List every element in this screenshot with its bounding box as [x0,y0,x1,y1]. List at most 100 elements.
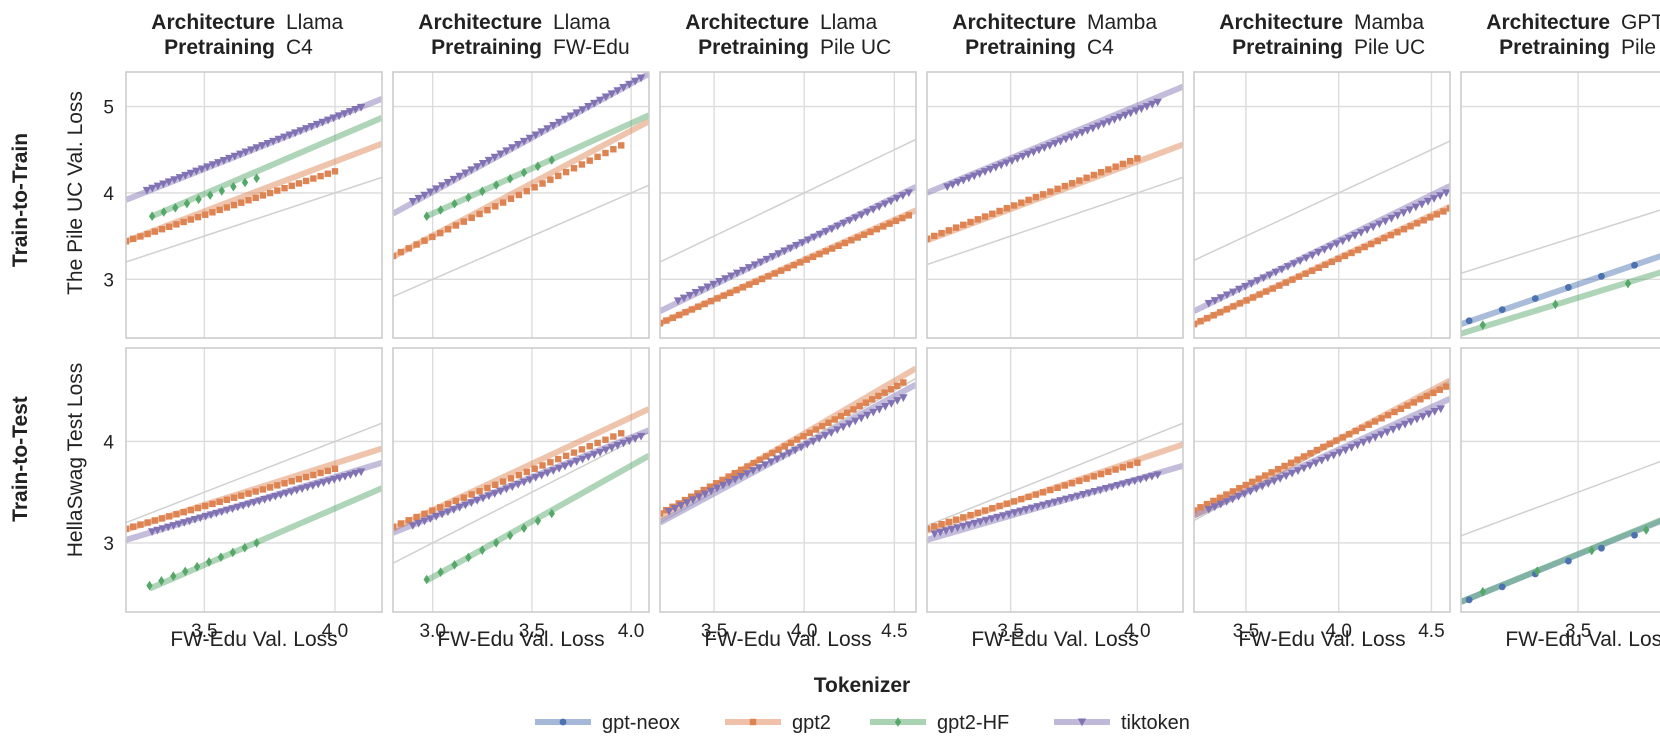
data-point-gpt2-HF [1588,545,1595,556]
data-point-tiktoken [265,494,275,503]
data-point-gpt2 [610,146,617,153]
data-point-gpt2 [1097,470,1105,478]
data-point-tiktoken [1235,285,1244,294]
data-point-tiktoken [1115,113,1125,122]
data-point-tiktoken [1281,472,1291,481]
data-point-tiktoken [356,103,366,112]
data-point-gpt2 [1083,174,1090,181]
data-point-tiktoken [1039,501,1048,510]
data-point-gpt2 [570,449,578,456]
data-point-tiktoken [1430,408,1439,416]
data-point-tiktoken [484,156,494,165]
data-point-tiktoken [1275,475,1285,483]
data-point-gpt2 [331,465,339,473]
data-point-tiktoken [1338,237,1347,246]
data-point-tiktoken [1375,220,1384,229]
data-point-gpt2 [1294,456,1301,463]
data-point-gpt2 [752,278,759,285]
data-point-tiktoken [899,394,908,402]
data-point-tiktoken [219,157,228,165]
data-point-gpt2 [1302,270,1309,277]
data-point-tiktoken [875,203,884,211]
data-point-gpt2 [1407,223,1414,230]
data-point-gpt2 [765,273,772,280]
data-point-tiktoken [1359,438,1368,447]
data-point-tiktoken [1061,135,1071,144]
data-point-tiktoken [947,525,956,534]
data-point-tiktoken [607,444,617,452]
panel-frame [926,71,1184,339]
data-point-tiktoken [930,530,939,539]
data-point-tiktoken [414,519,423,528]
data-point-tiktoken [1101,485,1111,493]
data-point-gpt2 [209,500,216,508]
data-point-tiktoken [1246,487,1255,496]
data-point-tiktoken [827,429,836,437]
data-point-tiktoken [222,506,232,515]
data-point-tiktoken [815,435,824,443]
data-point-tiktoken [330,476,339,484]
facet-pretraining-value: C4 [286,36,313,59]
data-point-tiktoken [1088,124,1098,133]
data-point-tiktoken [208,161,218,170]
data-point-gpt2 [938,520,945,528]
data-point-gpt2 [886,220,893,227]
data-point-tiktoken [217,508,226,517]
panel-frame [1460,71,1660,339]
data-point-tiktoken [607,90,617,99]
data-point-tiktoken [1110,116,1119,124]
data-point-gpt2 [230,201,238,209]
data-point-gpt2 [126,525,130,532]
data-point-gpt2 [1381,234,1388,242]
data-point-tiktoken [750,261,760,270]
data-point-tiktoken [1326,243,1335,251]
data-point-tiktoken [285,131,294,140]
data-point-tiktoken [578,455,587,464]
data-point-gpt2 [1061,482,1069,489]
data-point-gpt2 [694,490,701,497]
data-point-gpt2-HF [160,207,167,217]
data-point-gpt2 [1105,166,1112,173]
data-point-gpt2 [927,525,931,532]
data-point-gpt2 [867,228,874,236]
data-point-tiktoken [1018,152,1027,161]
data-point-gpt2 [831,416,838,423]
data-point-tiktoken [318,118,327,127]
data-point-gpt2 [594,439,601,447]
panel: 3.5 4.0 4.5 [1193,347,1451,642]
data-point-gpt2 [523,468,530,476]
data-point-gpt2-HF [548,508,555,519]
data-point-gpt2 [1097,169,1105,176]
data-point-tiktoken [196,514,205,523]
data-point-tiktoken [1293,467,1303,475]
data-point-gpt2 [1341,252,1349,260]
data-point-tiktoken [1350,231,1360,240]
data-point-tiktoken [981,516,991,525]
data-point-tiktoken [274,135,283,144]
data-point-tiktoken [572,458,581,466]
data-point-tiktoken [1383,428,1392,437]
data-point-tiktoken [1406,418,1416,427]
data-point-gpt2 [887,386,895,393]
data-point-tiktoken [1147,472,1157,481]
data-point-gpt2 [180,218,187,226]
data-point-tiktoken [1400,420,1410,429]
row-label-train-to-test: Train-to-Test [9,396,32,522]
data-point-tiktoken [241,148,250,157]
x-axis-label: FW-Edu Val. Loss [704,628,871,651]
data-point-gpt2 [295,180,303,187]
data-point-gpt2 [860,231,868,238]
facet-architecture-value: Llama [553,11,611,34]
data-point-gpt2-HF [479,545,486,555]
data-point-gpt2-HF [182,566,189,577]
data-point-gpt2 [1263,288,1270,295]
data-point-tiktoken [432,513,441,521]
data-point-tiktoken [1240,490,1249,499]
data-point-tiktoken [601,446,611,455]
panel [1460,71,1660,339]
data-point-tiktoken [827,225,837,234]
data-point-tiktoken [169,522,178,530]
gridlines [126,348,382,612]
data-point-tiktoken [572,109,581,118]
data-point-tiktoken [461,169,470,178]
